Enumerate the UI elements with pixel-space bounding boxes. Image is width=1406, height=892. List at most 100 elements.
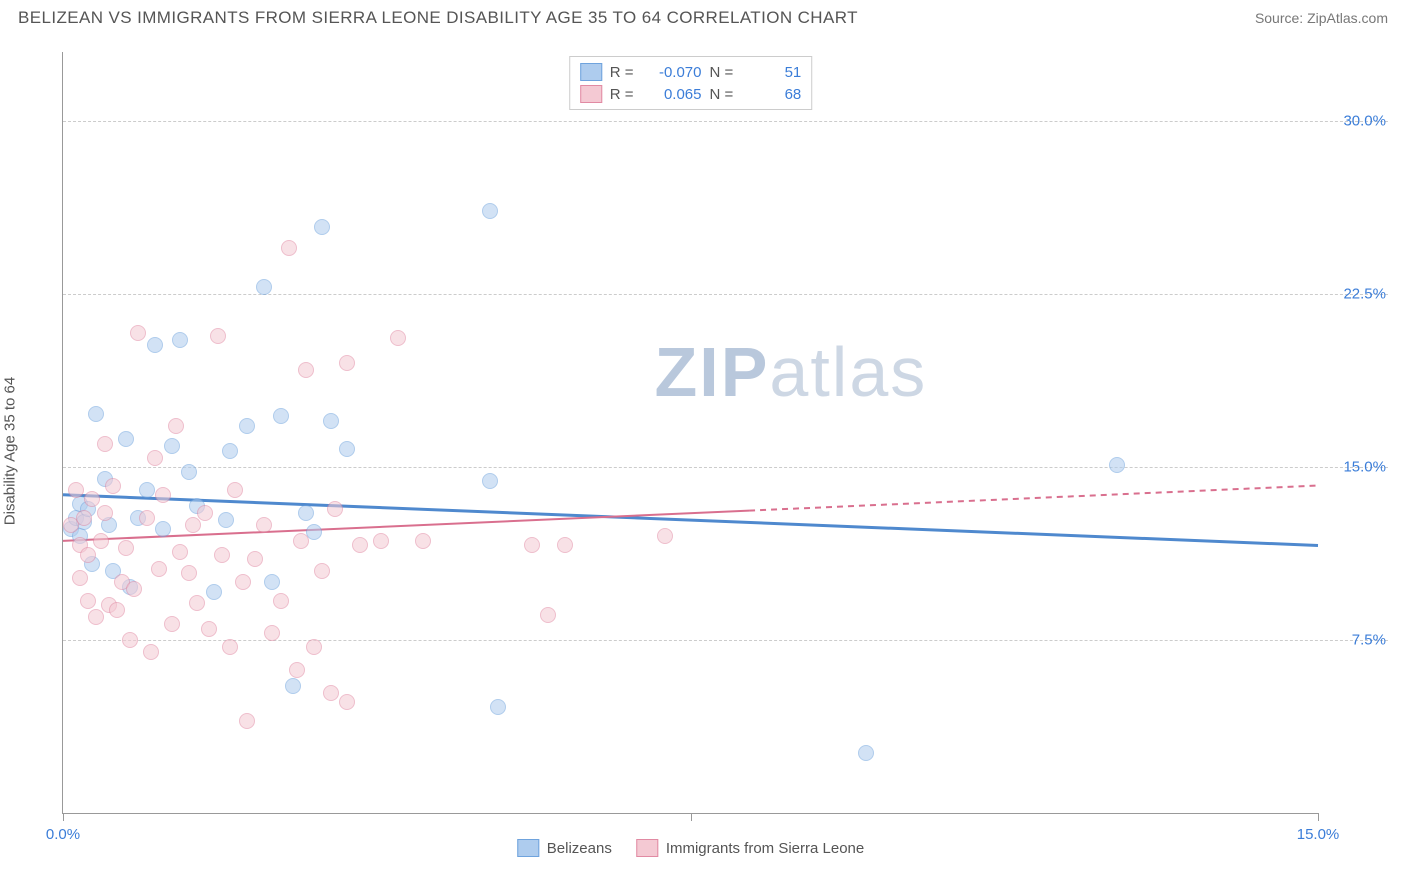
scatter-point bbox=[323, 685, 339, 701]
gridline-y bbox=[63, 640, 1388, 641]
swatch-blue bbox=[517, 839, 539, 857]
scatter-point bbox=[155, 487, 171, 503]
series-name-0: Belizeans bbox=[547, 840, 612, 857]
r-value-1: 0.065 bbox=[642, 86, 702, 103]
y-tick-label: 15.0% bbox=[1326, 459, 1386, 476]
scatter-point bbox=[273, 408, 289, 424]
scatter-point bbox=[540, 607, 556, 623]
scatter-point bbox=[139, 482, 155, 498]
scatter-point bbox=[327, 501, 343, 517]
scatter-point bbox=[239, 418, 255, 434]
x-tick bbox=[1318, 813, 1319, 821]
scatter-point bbox=[352, 537, 368, 553]
scatter-point bbox=[88, 406, 104, 422]
legend-row-series-0: R = -0.070 N = 51 bbox=[580, 61, 802, 83]
swatch-pink bbox=[580, 85, 602, 103]
scatter-point bbox=[118, 431, 134, 447]
gridline-y bbox=[63, 121, 1388, 122]
scatter-point bbox=[314, 219, 330, 235]
scatter-point bbox=[222, 639, 238, 655]
scatter-point bbox=[80, 593, 96, 609]
scatter-point bbox=[80, 547, 96, 563]
scatter-point bbox=[147, 337, 163, 353]
legend-item-1: Immigrants from Sierra Leone bbox=[636, 839, 864, 857]
scatter-point bbox=[298, 362, 314, 378]
scatter-point bbox=[293, 533, 309, 549]
x-tick bbox=[691, 813, 692, 821]
scatter-point bbox=[126, 581, 142, 597]
scatter-point bbox=[181, 565, 197, 581]
scatter-point bbox=[306, 639, 322, 655]
scatter-point bbox=[298, 505, 314, 521]
scatter-point bbox=[415, 533, 431, 549]
swatch-blue bbox=[580, 63, 602, 81]
scatter-point bbox=[72, 570, 88, 586]
scatter-point bbox=[147, 450, 163, 466]
scatter-point bbox=[164, 616, 180, 632]
r-value-0: -0.070 bbox=[642, 64, 702, 81]
legend-item-0: Belizeans bbox=[517, 839, 612, 857]
scatter-point bbox=[97, 505, 113, 521]
scatter-point bbox=[181, 464, 197, 480]
series-legend: Belizeans Immigrants from Sierra Leone bbox=[517, 839, 864, 857]
scatter-point bbox=[172, 544, 188, 560]
scatter-point bbox=[239, 713, 255, 729]
trend-line-dashed bbox=[749, 486, 1318, 511]
scatter-point bbox=[97, 436, 113, 452]
scatter-point bbox=[222, 443, 238, 459]
scatter-point bbox=[68, 482, 84, 498]
scatter-point bbox=[339, 441, 355, 457]
source-attribution: Source: ZipAtlas.com bbox=[1255, 10, 1388, 26]
y-tick-label: 30.0% bbox=[1326, 113, 1386, 130]
scatter-point bbox=[285, 678, 301, 694]
scatter-point bbox=[151, 561, 167, 577]
scatter-point bbox=[657, 528, 673, 544]
scatter-point bbox=[390, 330, 406, 346]
scatter-point bbox=[185, 517, 201, 533]
watermark: ZIPatlas bbox=[655, 332, 928, 412]
scatter-point bbox=[264, 625, 280, 641]
scatter-point bbox=[273, 593, 289, 609]
scatter-point bbox=[93, 533, 109, 549]
scatter-point bbox=[118, 540, 134, 556]
scatter-point bbox=[189, 595, 205, 611]
y-tick-label: 22.5% bbox=[1326, 286, 1386, 303]
watermark-rest: atlas bbox=[769, 333, 927, 411]
scatter-point bbox=[109, 602, 125, 618]
scatter-point bbox=[235, 574, 251, 590]
gridline-y bbox=[63, 467, 1388, 468]
scatter-point bbox=[143, 644, 159, 660]
scatter-point bbox=[256, 279, 272, 295]
scatter-point bbox=[482, 203, 498, 219]
scatter-point bbox=[197, 505, 213, 521]
n-label: N = bbox=[710, 64, 734, 81]
scatter-point bbox=[482, 473, 498, 489]
trend-lines bbox=[63, 52, 1318, 813]
x-tick bbox=[63, 813, 64, 821]
legend-row-series-1: R = 0.065 N = 68 bbox=[580, 83, 802, 105]
scatter-point bbox=[858, 745, 874, 761]
scatter-point bbox=[247, 551, 263, 567]
scatter-point bbox=[264, 574, 280, 590]
y-axis-label: Disability Age 35 to 64 bbox=[2, 377, 19, 525]
scatter-point bbox=[164, 438, 180, 454]
n-value-1: 68 bbox=[741, 86, 801, 103]
scatter-point bbox=[206, 584, 222, 600]
x-tick-label: 15.0% bbox=[1297, 826, 1340, 843]
scatter-point bbox=[88, 609, 104, 625]
scatter-point bbox=[323, 413, 339, 429]
scatter-point bbox=[218, 512, 234, 528]
scatter-point bbox=[256, 517, 272, 533]
r-label: R = bbox=[610, 64, 634, 81]
r-label: R = bbox=[610, 86, 634, 103]
scatter-point bbox=[339, 355, 355, 371]
scatter-point bbox=[524, 537, 540, 553]
scatter-point bbox=[210, 328, 226, 344]
scatter-point bbox=[201, 621, 217, 637]
plot-area: ZIPatlas R = -0.070 N = 51 R = 0.065 N =… bbox=[62, 52, 1318, 814]
scatter-point bbox=[314, 563, 330, 579]
scatter-point bbox=[76, 510, 92, 526]
trend-line bbox=[63, 495, 1318, 546]
scatter-point bbox=[289, 662, 305, 678]
scatter-point bbox=[490, 699, 506, 715]
